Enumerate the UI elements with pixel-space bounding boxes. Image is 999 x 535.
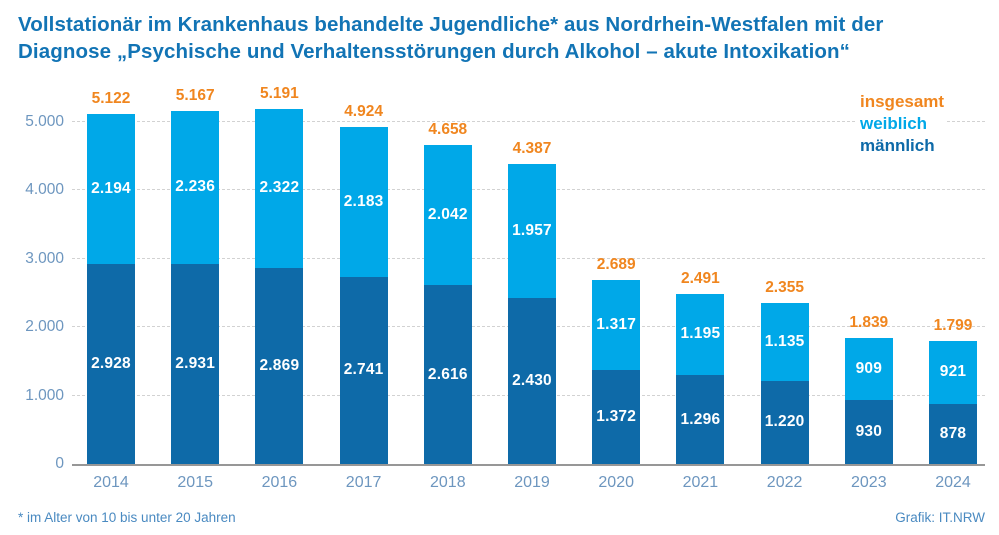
bar-value-label: 2.616 <box>427 365 468 383</box>
x-axis-label: 2018 <box>430 474 466 491</box>
y-axis-label: 5.000 <box>25 113 64 130</box>
bar-segment-maennlich: 1.296 <box>676 375 725 464</box>
bar-segment-maennlich: 930 <box>844 400 893 464</box>
bar-segment-weiblich: 1.317 <box>592 280 641 371</box>
legend: insgesamt weiblich männlich <box>857 91 948 157</box>
total-label: 1.839 <box>849 314 889 332</box>
x-axis-label: 2015 <box>177 474 213 491</box>
bar-segment-maennlich: 878 <box>929 403 977 464</box>
bar-segment-weiblich: 1.135 <box>760 302 809 381</box>
bar-value-label: 878 <box>939 424 967 442</box>
bar-segment-maennlich: 2.928 <box>87 263 135 464</box>
bar-value-label: 2.928 <box>91 354 131 372</box>
x-axis-label: 2020 <box>598 474 634 491</box>
x-axis-label: 2021 <box>682 474 719 491</box>
source-credit: Grafik: IT.NRW <box>895 510 985 525</box>
bar-value-label: 2.236 <box>175 178 216 196</box>
total-label: 2.689 <box>596 256 636 274</box>
bar-segment-weiblich: 909 <box>844 338 893 401</box>
x-axis-label: 2022 <box>766 474 803 491</box>
total-label: 4.387 <box>512 139 552 157</box>
bar-value-label: 1.195 <box>680 325 721 343</box>
bar-value-label: 2.194 <box>91 179 131 197</box>
y-axis-label: 4.000 <box>25 181 64 199</box>
bar-segment-weiblich: 1.195 <box>676 293 725 376</box>
bar-value-label: 1.957 <box>512 221 552 239</box>
chart-title-line2: Diagnose „Psychische und Verhaltensstöru… <box>18 40 850 63</box>
footnote: * im Alter von 10 bis unter 20 Jahren <box>18 510 236 525</box>
bar-value-label: 2.430 <box>512 371 552 389</box>
bar-value-label: 1.317 <box>596 316 637 334</box>
legend-item-maennlich: männlich <box>860 136 935 155</box>
bar-segment-weiblich: 2.183 <box>339 127 388 277</box>
x-axis-label: 2017 <box>345 474 382 491</box>
x-axis-label: 2014 <box>93 474 129 491</box>
total-label: 2.491 <box>680 269 720 287</box>
legend-item-insgesamt: insgesamt <box>860 92 945 111</box>
total-label: 1.799 <box>933 316 973 334</box>
bar-segment-weiblich: 921 <box>929 340 977 404</box>
bar-value-label: 921 <box>939 363 967 381</box>
bar-value-label: 1.220 <box>764 413 805 431</box>
bar-segment-maennlich: 1.372 <box>592 370 641 464</box>
bar-value-label: 1.296 <box>680 410 721 428</box>
total-label: 5.191 <box>259 84 299 102</box>
x-axis-label: 2019 <box>514 474 550 491</box>
x-axis-label: 2016 <box>261 474 298 491</box>
bar-value-label: 2.183 <box>343 192 384 210</box>
bar-value-label: 930 <box>855 423 883 441</box>
bar-segment-maennlich: 2.741 <box>339 276 388 464</box>
bar-value-label: 909 <box>855 360 883 378</box>
bar-segment-maennlich: 2.869 <box>255 267 304 464</box>
bar-value-label: 2.042 <box>427 206 468 224</box>
x-axis-label: 2024 <box>935 474 971 491</box>
legend-item-weiblich: weiblich <box>860 114 928 133</box>
bar-segment-weiblich: 1.957 <box>508 163 556 298</box>
y-axis-label: 1.000 <box>25 386 64 404</box>
bar-segment-maennlich: 1.220 <box>760 380 809 464</box>
total-label: 5.122 <box>91 89 131 107</box>
bar-value-label: 2.869 <box>259 356 300 374</box>
bar-value-label: 2.931 <box>175 354 216 372</box>
total-label: 4.924 <box>344 103 383 121</box>
bar-value-label: 1.372 <box>596 408 637 426</box>
y-axis-label: 2.000 <box>25 318 64 336</box>
bar-value-label: 1.135 <box>764 332 805 350</box>
bar-value-label: 2.322 <box>259 179 300 197</box>
x-axis-label: 2023 <box>851 474 887 491</box>
bar-segment-maennlich: 2.430 <box>508 297 556 464</box>
bar-segment-weiblich: 2.042 <box>423 145 472 286</box>
bar-segment-weiblich: 2.194 <box>87 113 135 264</box>
bar-value-label: 2.741 <box>343 361 384 379</box>
chart-title: Vollstationär im Krankenhaus behandelte … <box>18 11 978 65</box>
chart-title-line1: Vollstationär im Krankenhaus behandelte … <box>18 13 884 36</box>
total-label: 5.167 <box>175 86 215 104</box>
gridline <box>72 121 985 122</box>
y-axis-label: 3.000 <box>25 249 64 267</box>
total-label: 2.355 <box>765 278 804 296</box>
y-axis-label: 0 <box>55 455 64 472</box>
bar-segment-maennlich: 2.931 <box>171 263 220 464</box>
total-label: 4.658 <box>428 121 468 139</box>
bar-segment-weiblich: 2.322 <box>255 108 304 268</box>
bar-segment-weiblich: 2.236 <box>171 110 220 264</box>
bar-segment-maennlich: 2.616 <box>423 285 472 464</box>
plot-area: 0 1.000 2.000 3.000 4.000 5.000 2.928 2.194 5.12… <box>25 85 985 491</box>
